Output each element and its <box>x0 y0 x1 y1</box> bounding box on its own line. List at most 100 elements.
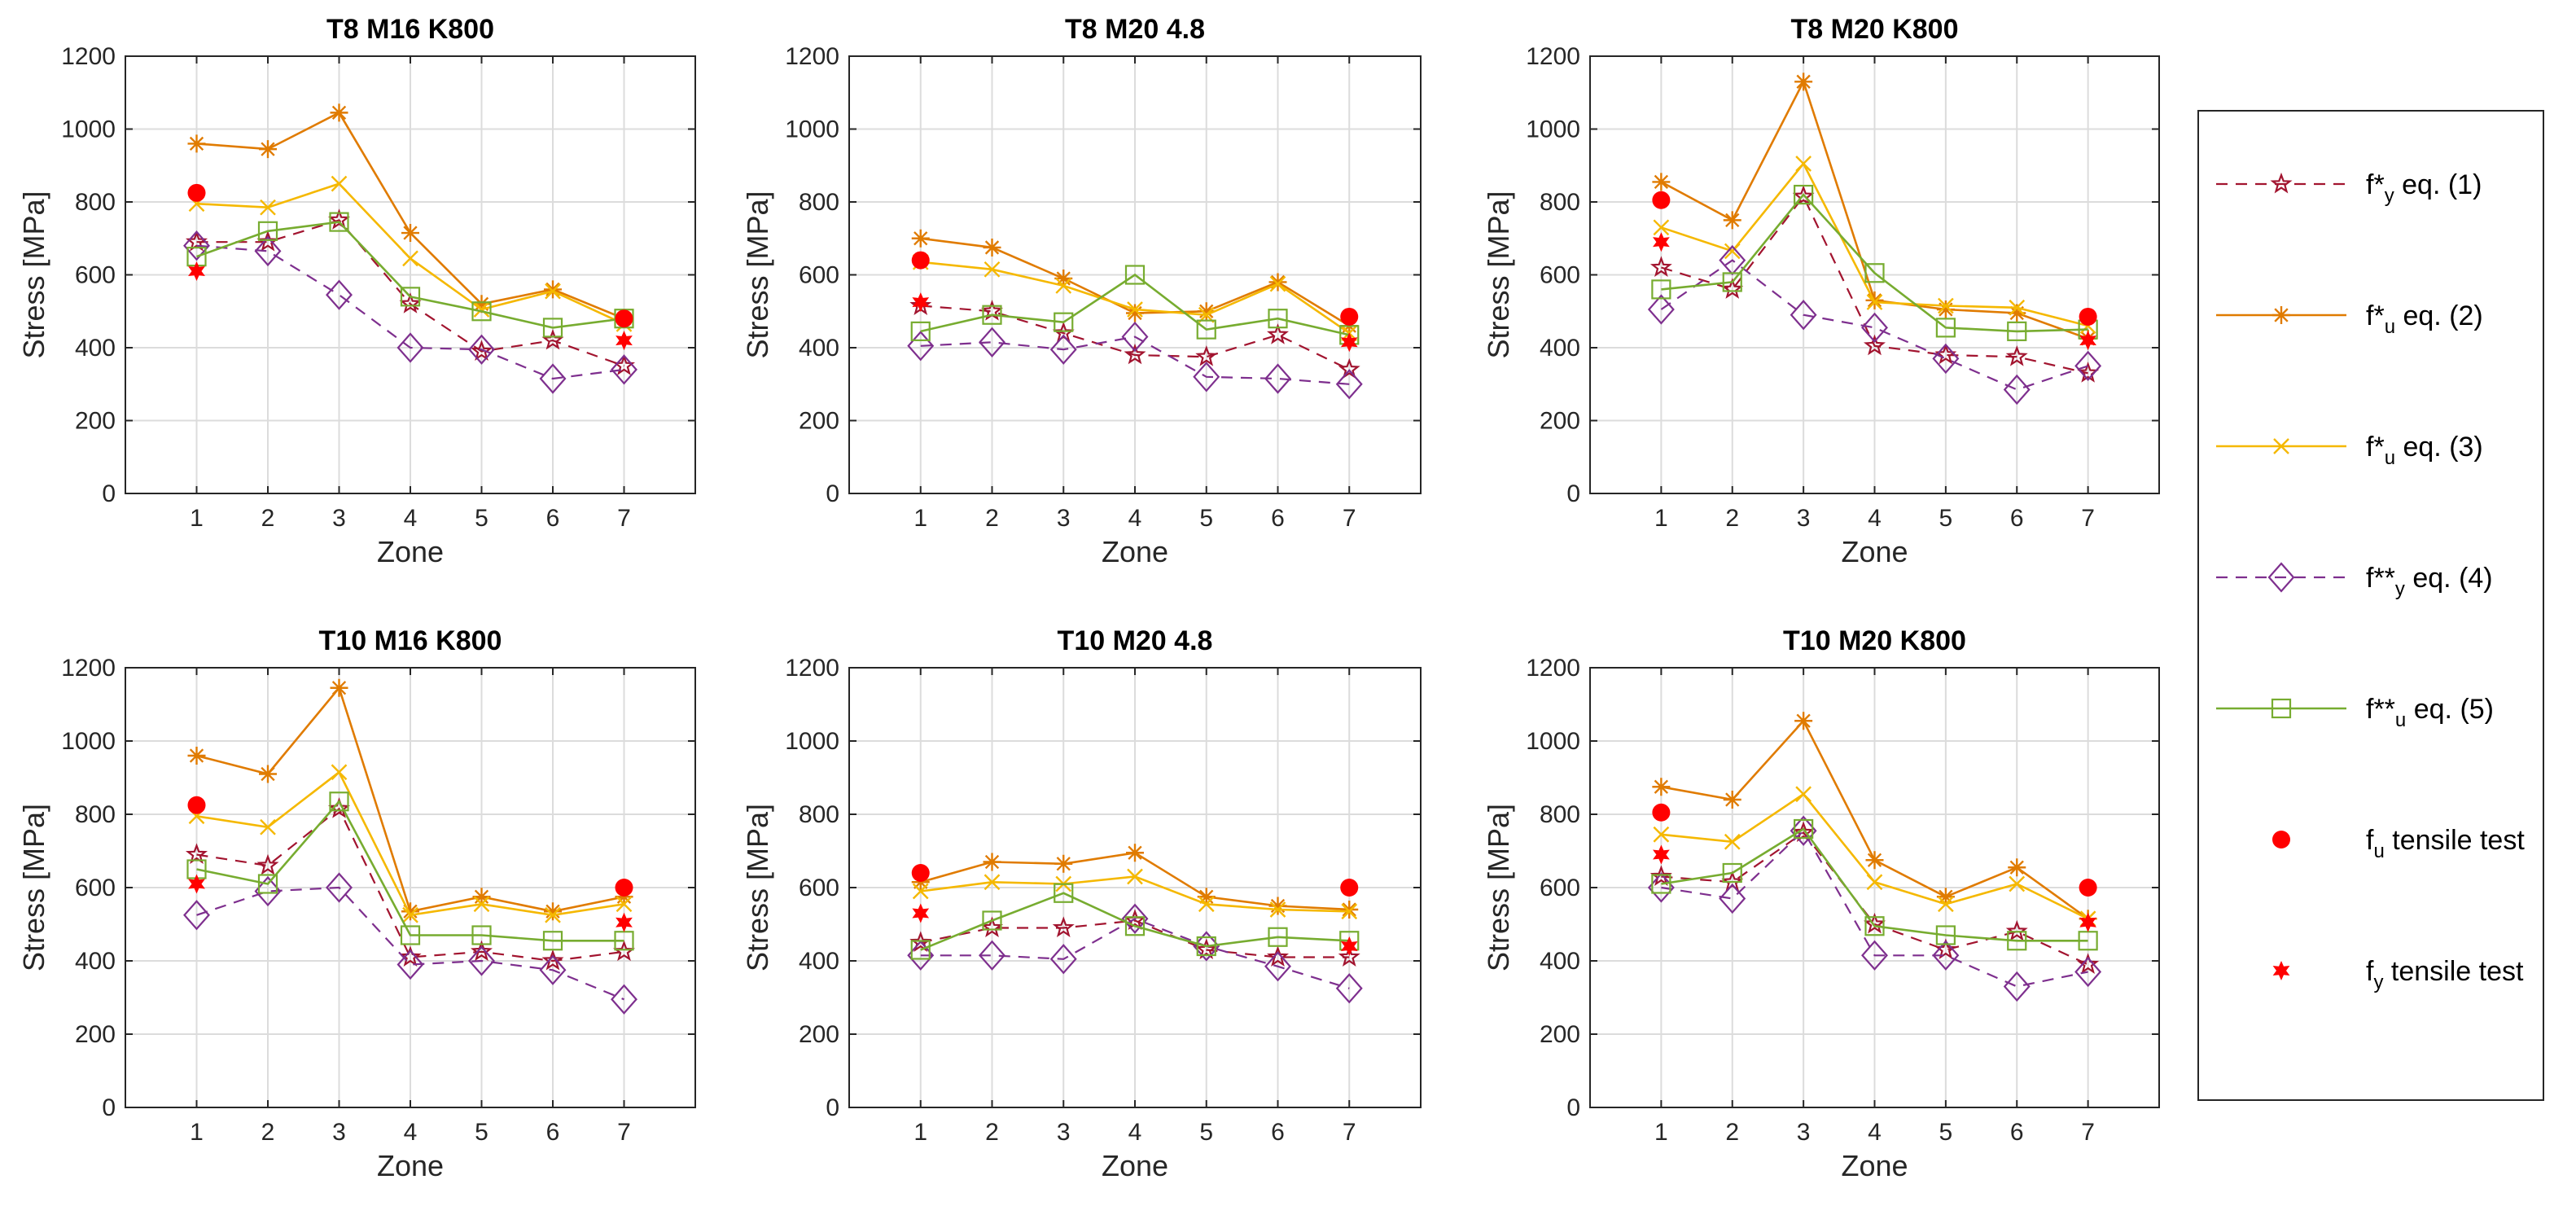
data-point-fyy_eq4 <box>539 363 567 394</box>
data-point-fyy_eq4 <box>396 949 424 980</box>
x-tick-label: 4 <box>404 505 418 532</box>
data-point-fu_eq3 <box>1795 786 1812 803</box>
y-tick-label: 0 <box>102 480 116 507</box>
data-point-fu_eq3 <box>1341 903 1358 920</box>
data-point-fy_eq1 <box>470 340 493 361</box>
y-tick-label: 1200 <box>785 655 839 682</box>
data-point-fy_eq1 <box>1792 185 1815 206</box>
y-tick-label: 800 <box>75 189 116 216</box>
data-point-fyy_eq4 <box>326 279 353 310</box>
data-point-fu_eq2 <box>1268 897 1287 915</box>
chart-title: T8 M20 4.8 <box>1065 14 1205 45</box>
data-point-fuu_eq5 <box>2007 321 2027 341</box>
data-point-fuu_eq5 <box>1864 263 1885 283</box>
data-point-fy_eq1 <box>399 292 422 314</box>
subplot-5: 0 200 400 600 800 1000 1200 1 2 3 4 5 6 7 T10 M20 4.8 Z… <box>741 625 1422 1182</box>
x-tick-label: 5 <box>475 505 488 532</box>
data-point-fy_eq1 <box>399 945 422 967</box>
x-tick-label: 2 <box>985 505 999 532</box>
y-axis-label: Stress [MPa] <box>17 191 50 358</box>
y-axis-label: Stress [MPa] <box>741 191 774 358</box>
data-point-fyy_eq4 <box>1790 300 1817 331</box>
data-point-fu_eq2 <box>1197 888 1216 906</box>
x-tick-label: 7 <box>2081 505 2095 532</box>
data-point-fyy_eq4 <box>183 900 210 931</box>
data-point-fy_eq1 <box>2005 919 2028 941</box>
data-point-fyy_eq4 <box>2074 956 2102 988</box>
data-point-fuu_eq5 <box>257 221 278 241</box>
data-point-fu_tensile <box>187 183 206 202</box>
data-point-fyy_eq4 <box>1121 321 1149 353</box>
data-point-fu_eq2 <box>401 902 419 921</box>
legend-item-fy_eq1: f*y eq. (1) <box>2216 169 2482 207</box>
data-point-fu_eq2 <box>1794 72 1813 91</box>
y-tick-label: 800 <box>799 189 839 216</box>
data-point-fu_tensile <box>187 796 206 814</box>
x-tick-label: 7 <box>2081 1119 2095 1146</box>
x-tick-label: 3 <box>332 505 346 532</box>
data-point-fyy_eq4 <box>907 331 935 362</box>
data-point-fu_eq3 <box>1269 901 1286 918</box>
series-fy_tensile <box>1653 844 2096 932</box>
data-point-fyy_eq4 <box>1193 362 1220 392</box>
y-tick-label: 600 <box>799 875 839 901</box>
data-point-fy_eq1 <box>327 208 351 230</box>
series-fy_tensile <box>912 292 1358 353</box>
data-point-fy_eq1 <box>541 949 564 971</box>
data-point-fyy_eq4 <box>2003 971 2031 1002</box>
legend-marker <box>2272 306 2290 324</box>
data-point-fy_eq1 <box>980 916 1004 937</box>
data-point-fu_eq2 <box>472 888 491 906</box>
data-point-fu_eq2 <box>1268 273 1287 292</box>
y-axis-label: Stress [MPa] <box>17 804 50 971</box>
data-point-fu_eq2 <box>259 140 277 159</box>
x-tick-label: 1 <box>190 505 204 532</box>
data-point-fu_eq2 <box>911 229 930 248</box>
series-line-fyy_eq4 <box>920 335 1350 385</box>
y-tick-label: 400 <box>1540 335 1580 362</box>
legend: f*y eq. (1) f*u eq. (2) f*u eq. (3) f**y eq… <box>2197 110 2544 1101</box>
data-point-fu_tensile <box>1652 191 1671 209</box>
y-tick-label: 0 <box>1566 480 1580 507</box>
series-line-fy_eq1 <box>196 219 624 367</box>
y-tick-label: 400 <box>75 948 116 975</box>
legend-box <box>2197 110 2544 1101</box>
legend-label: fu tensile test <box>2366 825 2525 862</box>
x-tick-label: 4 <box>404 1119 418 1146</box>
x-tick-label: 7 <box>617 505 631 532</box>
y-axis-label: Stress [MPa] <box>741 804 774 971</box>
legend-item-fu_eq3: f*u eq. (3) <box>2216 432 2483 469</box>
series-fu_tensile <box>187 183 633 328</box>
data-point-fu_eq3 <box>1653 219 1670 236</box>
chart-title: T10 M20 K800 <box>1783 625 1966 656</box>
x-tick-label: 1 <box>1654 1119 1668 1146</box>
data-point-fu_eq3 <box>473 301 490 318</box>
subplot-3: 0 200 400 600 800 1000 1200 1 2 3 4 5 6 7 T8 M20 K800 Z… <box>1482 14 2160 568</box>
data-point-fu_eq2 <box>187 747 206 765</box>
y-tick-label: 400 <box>799 335 839 362</box>
data-point-fu_eq3 <box>1127 301 1143 318</box>
data-point-fu_eq3 <box>1866 874 1883 891</box>
x-tick-label: 6 <box>2010 1119 2024 1146</box>
data-point-fy_tensile <box>912 903 930 923</box>
y-axis-label: Stress [MPa] <box>1482 191 1515 358</box>
data-point-fuu_eq5 <box>1935 925 1956 945</box>
data-point-fy_tensile <box>188 874 205 894</box>
y-tick-label: 1200 <box>1526 43 1580 70</box>
data-point-fyy_eq4 <box>183 230 210 261</box>
x-tick-label: 5 <box>1199 505 1213 532</box>
data-point-fy_eq1 <box>1864 334 1886 356</box>
data-point-fu_eq3 <box>1866 294 1883 310</box>
data-point-fuu_eq5 <box>2007 931 2027 951</box>
series-line-fuu_eq5 <box>196 221 624 329</box>
data-point-fu_eq2 <box>1126 304 1144 322</box>
data-point-fu_eq3 <box>1795 156 1812 172</box>
data-point-fy_eq1 <box>909 931 932 952</box>
data-point-fu_tensile <box>911 251 930 270</box>
data-point-fuu_eq5 <box>1722 272 1742 292</box>
series-fuu_eq5 <box>910 265 1360 345</box>
series-fu_tensile <box>187 796 633 897</box>
data-point-fu_tensile <box>2079 879 2097 897</box>
data-point-fyy_eq4 <box>326 872 353 903</box>
legend-marker <box>2272 831 2290 848</box>
